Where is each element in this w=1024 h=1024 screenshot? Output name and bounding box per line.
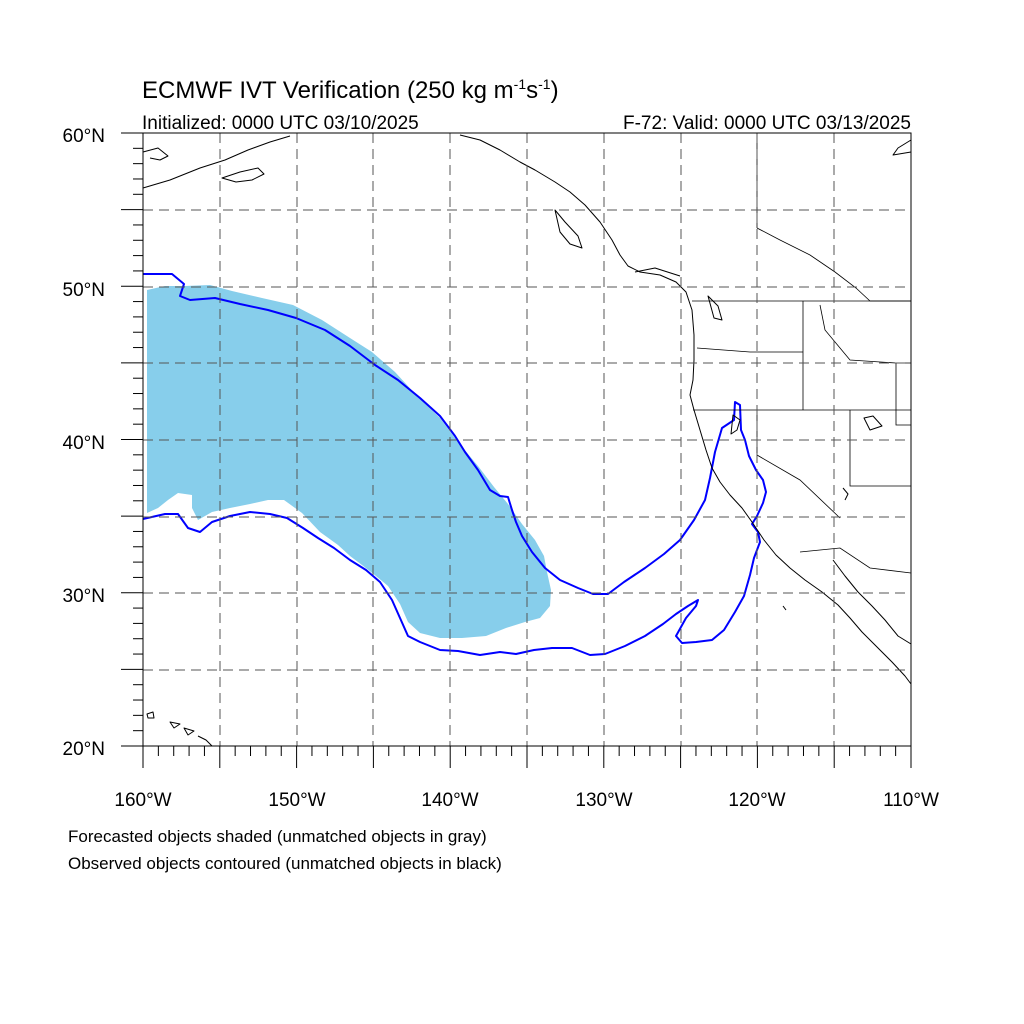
init-time-label: Initialized: 0000 UTC 03/10/2025 [142,113,419,134]
latitude-labels: 60°N 50°N 40°N 30°N 20°N [63,126,105,760]
footnote-forecast: Forecasted objects shaded (unmatched obj… [68,827,487,846]
lon-label-160: 160°W [114,790,171,811]
lon-label-140: 140°W [421,790,478,811]
lat-label-40: 40°N [63,433,105,454]
lat-label-20: 20°N [63,739,105,760]
lon-label-150: 150°W [268,790,325,811]
observed-object-contour [142,273,767,656]
lat-label-60: 60°N [63,126,105,147]
lon-label-120: 120°W [728,790,785,811]
map-border [142,132,912,747]
figure-title: ECMWF IVT Verification (250 kg m-1s-1) [142,76,559,104]
lat-label-30: 30°N [63,586,105,607]
longitude-labels: 160°W 150°W 140°W 130°W 120°W 110°W [114,790,939,811]
coastlines [142,134,912,747]
lat-label-50: 50°N [63,280,105,301]
footnote-observed: Observed objects contoured (unmatched ob… [68,854,502,873]
axis-ticks [121,132,912,768]
valid-time-label: F-72: Valid: 0000 UTC 03/13/2025 [623,113,911,134]
lat-lon-grid [143,133,911,746]
lon-label-110: 110°W [883,790,939,811]
lon-label-130: 130°W [575,790,632,811]
map-panel [121,132,912,768]
